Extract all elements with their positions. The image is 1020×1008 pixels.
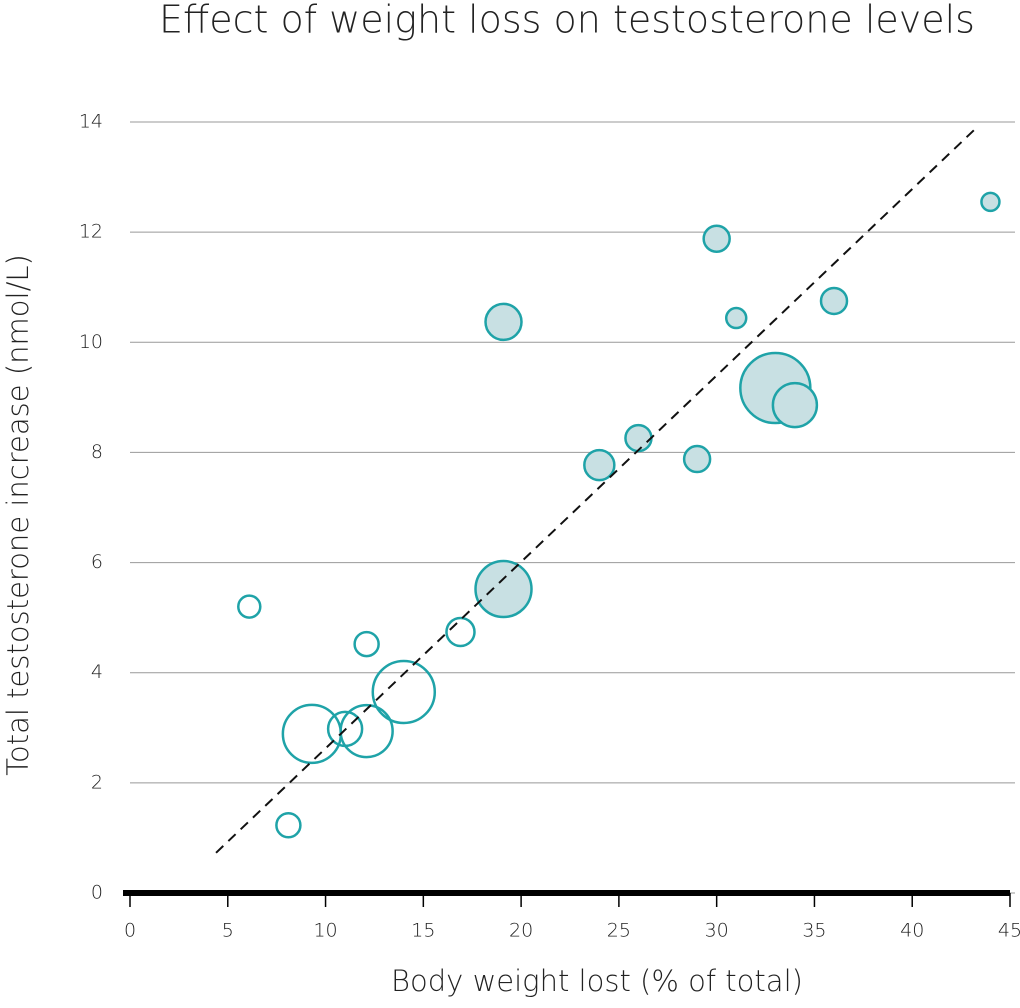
x-tick-label: 25 <box>607 920 631 942</box>
x-tick-label: 40 <box>900 920 924 942</box>
x-tick-label: 5 <box>222 920 234 942</box>
x-tick-label: 10 <box>313 920 337 942</box>
y-tick-label: 6 <box>91 551 103 573</box>
bubble <box>275 812 302 839</box>
bubble <box>771 381 819 429</box>
y-axis-label: Total testosterone increase (nmol/L) <box>1 254 35 776</box>
bubble <box>281 703 343 765</box>
bubble <box>624 423 653 453</box>
y-tick-label: 4 <box>91 661 103 683</box>
bubble <box>353 630 380 658</box>
bubble <box>682 444 712 474</box>
y-tick-label: 8 <box>91 441 103 463</box>
bubble <box>484 302 523 342</box>
bubble <box>445 616 476 648</box>
x-axis-label: Body weight lost (% of total) <box>391 964 803 998</box>
y-tick-label: 2 <box>91 771 103 793</box>
bubble <box>724 306 748 330</box>
x-tick-label: 30 <box>705 920 729 942</box>
x-tick-label: 20 <box>509 920 533 942</box>
bubble <box>339 703 394 759</box>
bubble <box>474 559 533 619</box>
x-tick-label: 0 <box>124 920 136 942</box>
x-tick-label: 35 <box>802 920 826 942</box>
x-tick-label: 45 <box>998 920 1020 942</box>
bubble <box>583 448 616 482</box>
bubble <box>819 286 849 316</box>
chart-title: Effect of weight loss on testosterone le… <box>159 0 975 42</box>
y-tick-label: 12 <box>79 221 103 243</box>
bubble <box>371 659 437 725</box>
x-tick-label: 15 <box>411 920 435 942</box>
trend-line <box>215 126 978 854</box>
y-tick-label: 10 <box>79 331 103 353</box>
bubble <box>237 594 262 619</box>
y-tick-label: 0 <box>91 882 103 904</box>
bubble <box>980 191 1001 213</box>
bubble <box>702 224 731 254</box>
y-tick-label: 14 <box>79 111 103 133</box>
